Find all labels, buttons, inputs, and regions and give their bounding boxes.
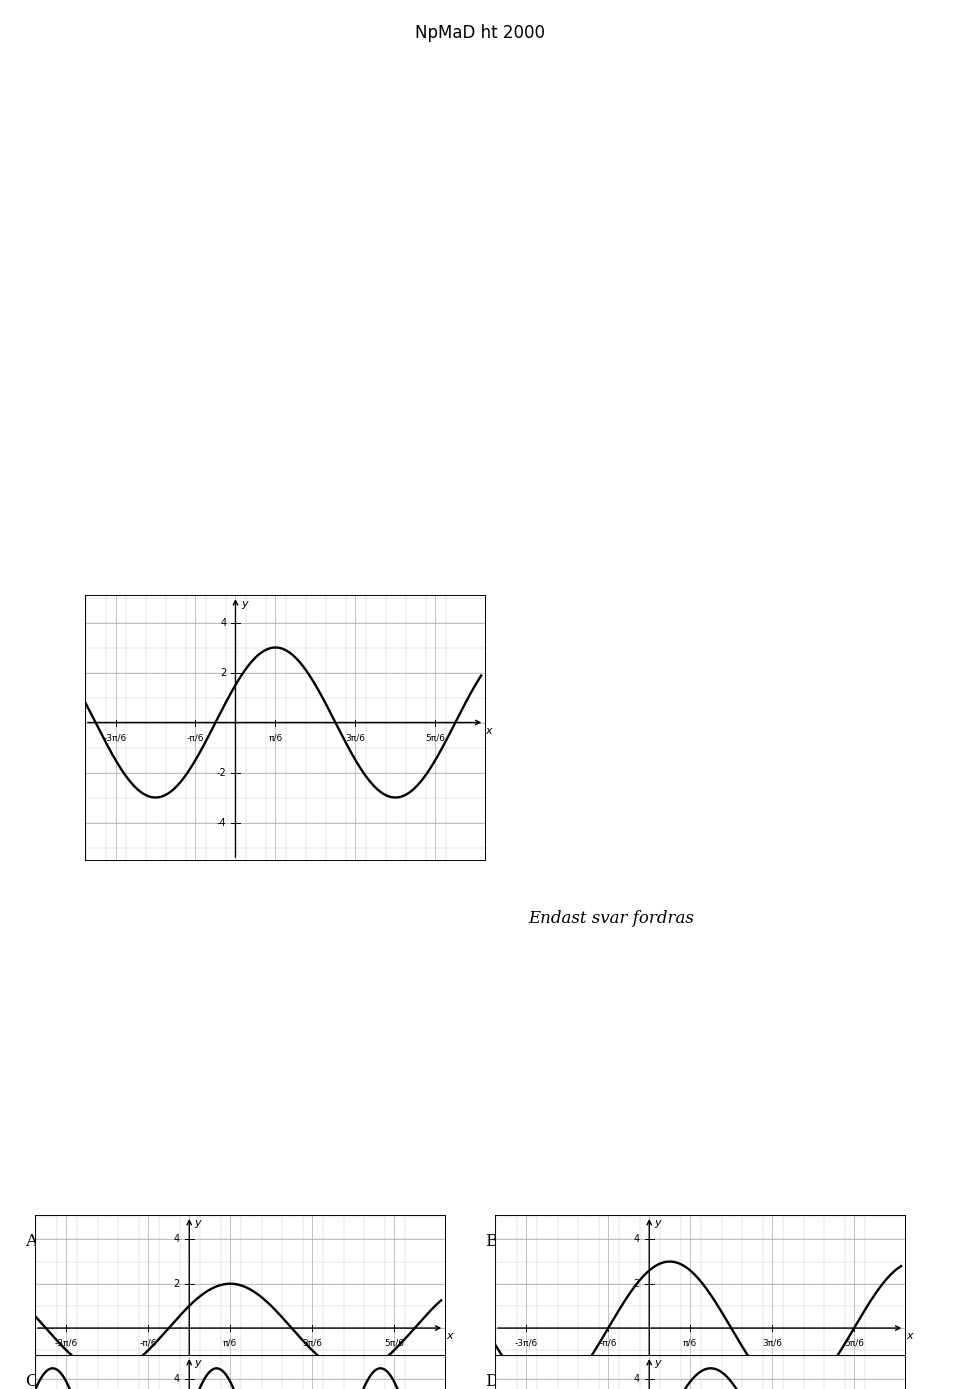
Text: 2: 2 xyxy=(220,668,227,678)
Text: -2: -2 xyxy=(170,1367,180,1378)
Text: 3π/6: 3π/6 xyxy=(762,1338,782,1347)
Text: Endast svar fordras: Endast svar fordras xyxy=(528,910,694,926)
Text: 5π/6: 5π/6 xyxy=(425,733,445,743)
Text: -π/6: -π/6 xyxy=(187,733,204,743)
Text: 4: 4 xyxy=(634,1374,640,1385)
Text: 3π/6: 3π/6 xyxy=(302,1338,323,1347)
Text: -π/6: -π/6 xyxy=(599,1338,617,1347)
Text: 4: 4 xyxy=(174,1374,180,1385)
Text: NpMaD ht 2000: NpMaD ht 2000 xyxy=(415,24,545,42)
Text: π/6: π/6 xyxy=(269,733,282,743)
Text: 3π/6: 3π/6 xyxy=(346,733,366,743)
Text: -π/6: -π/6 xyxy=(139,1338,157,1347)
Text: -4: -4 xyxy=(217,818,227,828)
Text: π/6: π/6 xyxy=(684,1338,697,1347)
Text: D: D xyxy=(485,1372,498,1389)
Text: 5π/6: 5π/6 xyxy=(384,1338,404,1347)
Text: y: y xyxy=(241,599,248,608)
Text: -2: -2 xyxy=(217,768,227,778)
Text: 4: 4 xyxy=(220,618,227,628)
Text: A: A xyxy=(25,1233,37,1250)
Text: x: x xyxy=(486,726,492,736)
Text: -3π/6: -3π/6 xyxy=(104,733,127,743)
Text: B: B xyxy=(485,1233,497,1250)
Text: C: C xyxy=(25,1372,37,1389)
Text: π/6: π/6 xyxy=(223,1338,237,1347)
Text: y: y xyxy=(655,1218,661,1228)
Text: y: y xyxy=(195,1358,202,1368)
Text: -3π/6: -3π/6 xyxy=(55,1338,78,1347)
Text: y: y xyxy=(655,1358,661,1368)
Text: 5π/6: 5π/6 xyxy=(844,1338,864,1347)
Text: 4: 4 xyxy=(174,1235,180,1245)
Text: x: x xyxy=(445,1331,452,1340)
Text: 2: 2 xyxy=(174,1279,180,1289)
Text: -3π/6: -3π/6 xyxy=(515,1338,538,1347)
Text: -2: -2 xyxy=(630,1367,640,1378)
Text: 2: 2 xyxy=(634,1279,640,1289)
Text: y: y xyxy=(195,1218,202,1228)
Text: x: x xyxy=(906,1331,912,1340)
Text: 4: 4 xyxy=(634,1235,640,1245)
